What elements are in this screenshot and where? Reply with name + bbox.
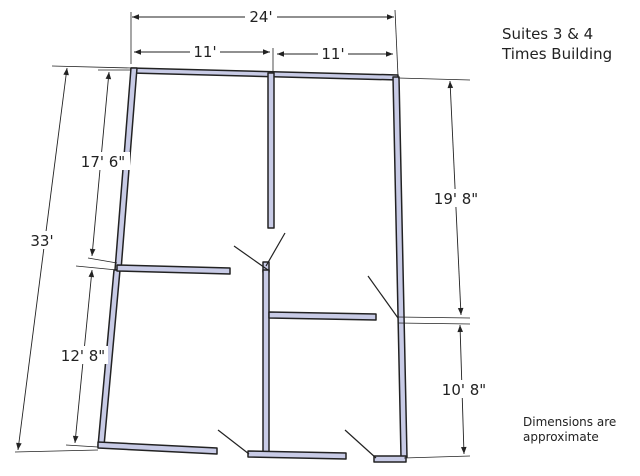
plan-title-line-2: Times Building [502, 45, 613, 63]
dim-upper-right-depth: 19' 8" [434, 190, 478, 208]
wall-center-upper [267, 72, 275, 229]
wall-center-lower [262, 269, 270, 456]
door-swing [344, 429, 377, 459]
wall-middle-right [268, 311, 377, 321]
dim-left-width: 11' [193, 43, 216, 61]
wall-bottom-left [97, 441, 218, 455]
approximation-note-line-2: approximate [523, 430, 599, 444]
extension-lines [14, 9, 471, 459]
plan-title-line-1: Suites 3 & 4 [502, 25, 594, 43]
walls [97, 67, 408, 463]
door-swing [265, 232, 286, 267]
dim-line-overall-depth [16, 67, 69, 451]
dim-overall-width: 24' [249, 8, 272, 26]
dim-upper-left-depth: 17' 6" [81, 153, 125, 171]
dim-lower-right-depth: 10' 8" [442, 381, 486, 399]
door-swing [367, 275, 399, 319]
door-swing [233, 245, 269, 271]
approximation-note-line-1: Dimensions are [523, 415, 617, 429]
dim-right-width: 11' [321, 45, 344, 63]
wall-bottom-corner [373, 455, 407, 463]
door-swing [217, 429, 250, 455]
approximation-note: Dimensions are approximate [523, 415, 616, 445]
wall-top [130, 67, 399, 81]
plan-title: Suites 3 & 4 Times Building [502, 24, 612, 64]
door-swings [217, 232, 399, 459]
wall-middle-left [116, 264, 231, 275]
dimension-labels: 24' 11' 11' 33' 17' 6" 12' 8" 19' 8" 10'… [27, 8, 492, 399]
dim-overall-depth: 33' [30, 232, 53, 250]
wall-bottom-right [247, 450, 347, 460]
wall-right [392, 76, 408, 458]
dim-lower-left-depth: 12' 8" [61, 347, 105, 365]
